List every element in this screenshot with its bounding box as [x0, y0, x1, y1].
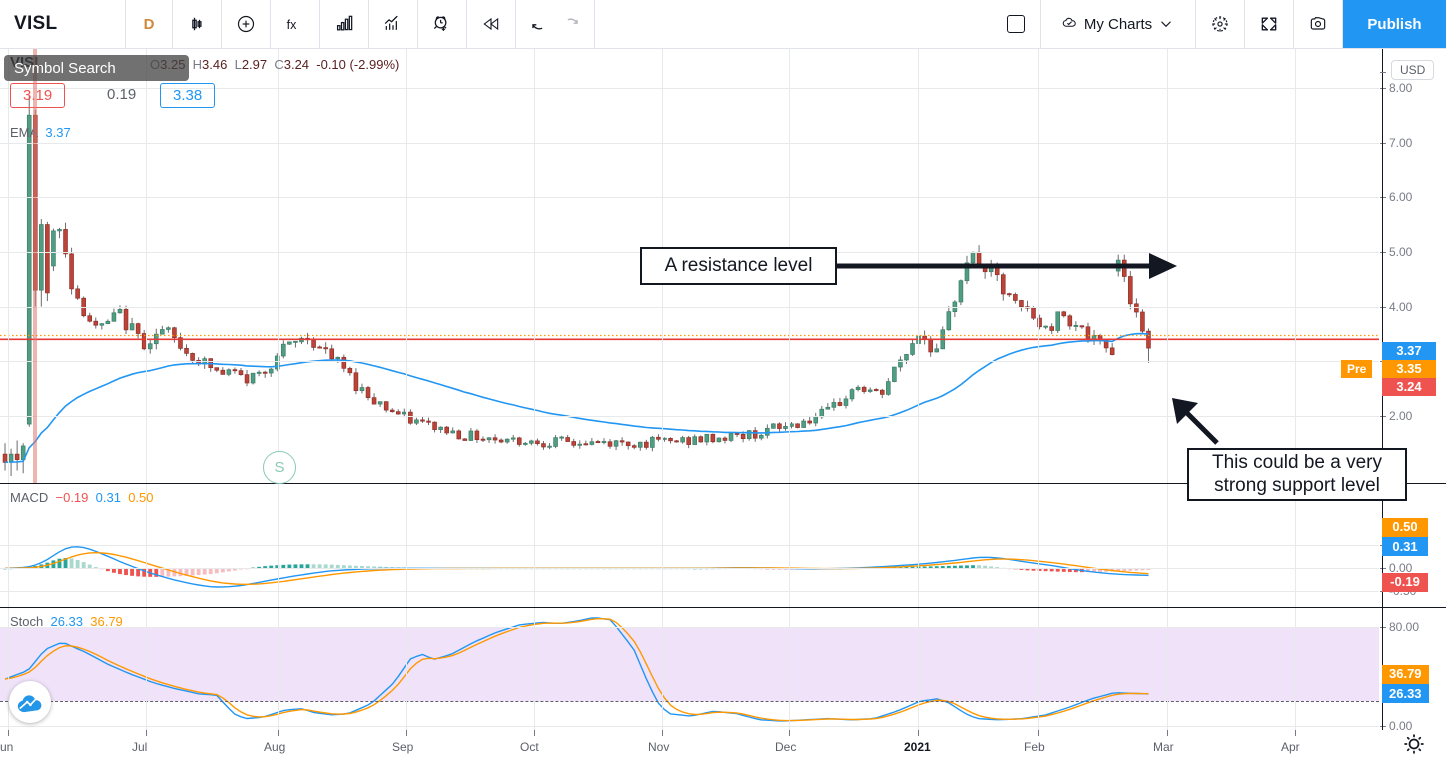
svg-text:fx: fx — [287, 18, 297, 32]
